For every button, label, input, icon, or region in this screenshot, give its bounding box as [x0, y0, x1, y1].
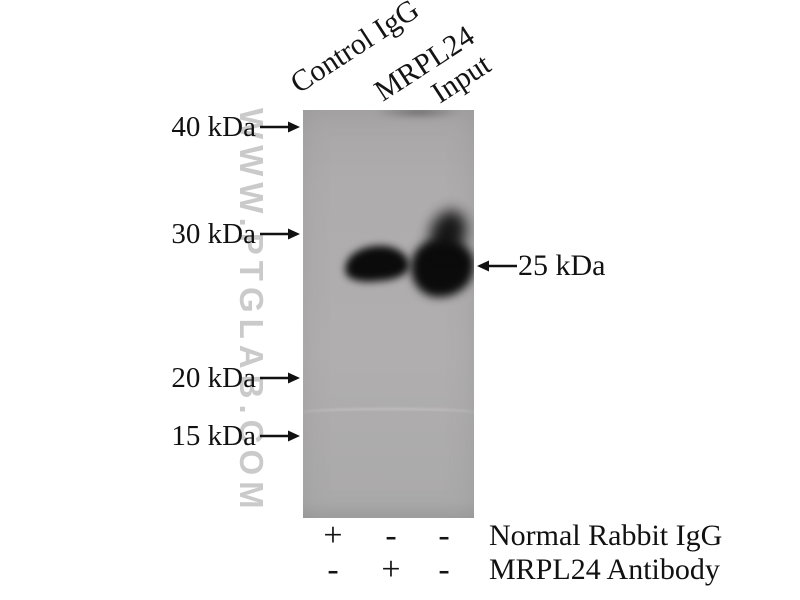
treatment-row-label: Normal Rabbit IgG	[489, 519, 723, 552]
arrow-left-icon	[477, 260, 517, 272]
treatment-symbol: -	[438, 551, 450, 588]
mw-marker-15kda: 15 kDa	[100, 421, 300, 451]
arrow-right-icon	[260, 430, 300, 442]
watermark-text: WWW.PTGLAB.COM	[233, 108, 270, 515]
band-mrpl24-lane	[343, 243, 411, 284]
mw-marker-label: 15 kDa	[171, 420, 256, 452]
treatment-symbol: -	[327, 551, 339, 588]
treatment-symbol: +	[323, 517, 343, 554]
mw-marker-label: 30 kDa	[171, 218, 256, 250]
treatment-row-label: MRPL24 Antibody	[489, 553, 720, 586]
blot-membrane	[303, 110, 474, 518]
arrow-right-icon	[260, 228, 300, 240]
treatment-symbol: -	[438, 517, 450, 554]
treatment-symbol: +	[381, 551, 401, 588]
mw-marker-40kda: 40 kDa	[100, 112, 300, 142]
blot-edge-shading	[361, 110, 474, 121]
band-annotation-label: 25 kDa	[518, 249, 606, 282]
band-annotation-25kda: 25 kDa	[477, 250, 605, 282]
treatment-row-normal-rabbit-igg: + - - Normal Rabbit IgG	[0, 518, 800, 554]
arrow-right-icon	[260, 121, 300, 133]
mw-marker-20kda: 20 kDa	[100, 363, 300, 393]
mw-marker-label: 20 kDa	[171, 362, 256, 394]
arrow-right-icon	[260, 372, 300, 384]
treatment-row-mrpl24-antibody: - + - MRPL24 Antibody	[0, 552, 800, 588]
mw-marker-label: 40 kDa	[171, 111, 256, 143]
treatment-symbol: -	[385, 517, 397, 554]
blot-artifact-line	[303, 408, 474, 418]
mw-marker-30kda: 30 kDa	[100, 219, 300, 249]
